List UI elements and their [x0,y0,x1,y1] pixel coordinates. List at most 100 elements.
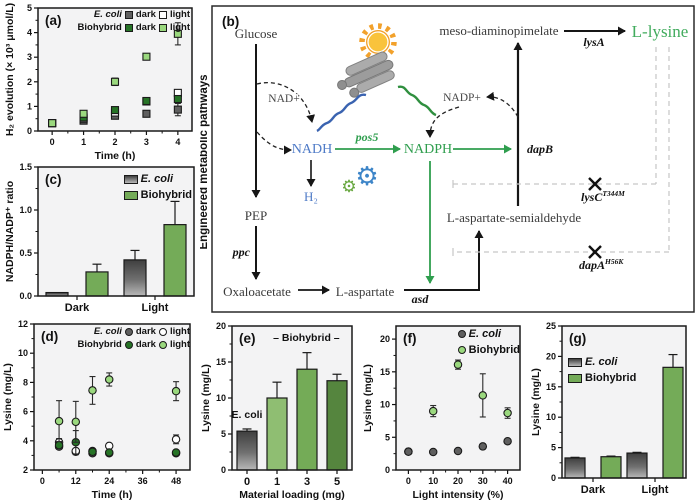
y-tick-label: 3 [27,52,32,62]
y-tick-label: 25 [546,321,556,331]
marker-biohybrid-light [48,119,57,128]
diagram-border [211,5,695,313]
x-mark-dapa [588,245,602,259]
marker-biohybrid-dark [110,106,120,115]
node-l-lysine: L-lysine [632,22,689,41]
plot-border [561,325,687,479]
y-tick-label: 5 [385,432,390,442]
lysc-base: lysC [581,190,603,204]
plot-border [33,323,191,471]
marker-biohybrid-dark [88,447,97,457]
panel-tag: (c) [45,172,62,187]
y-axis-label: Lysine (mg/L) [362,364,374,432]
x-tick-label: 20 [453,476,463,486]
node-nad: NAD+ [268,93,299,105]
nanorod [345,51,388,76]
bar-biohybrid-1 [662,366,684,479]
marker-ecoli-dark [142,109,151,118]
bar-ecoli-1 [626,452,648,479]
panel-tag: (g) [569,331,586,346]
marker-ecoli [453,446,463,456]
lysc-superscript: T344M [602,189,625,198]
marker-ecoli-dark [173,105,182,114]
y-tick-label: 12 [18,320,28,329]
bar-loading-2 [296,368,318,471]
marker-biohybrid [478,391,488,400]
dashed-dapb-to-nadp [486,91,519,118]
x-tick-label: 4 [175,137,180,147]
x-tick-label: 10 [428,476,438,486]
y-tick-label: 20 [546,351,556,361]
x-tick-label: 3 [144,137,149,147]
y-tick-label: 0 [221,465,226,475]
marker-ecoli [428,447,438,457]
x-axis-label: Material loading (mg) [239,489,345,501]
y-tick-label: 20 [380,334,390,344]
y-tick-label: 0.5 [19,248,32,258]
y-tick-label: 0 [385,465,390,475]
gear-icon: ⚙ [341,177,356,196]
x-tick-label: 12 [71,476,81,486]
node-dapb: dapB [527,142,553,156]
y-tick-label: 4 [27,28,32,38]
node-ppc: ppc [232,245,251,259]
y-tick-label: 5 [551,443,556,453]
chart-a: 0 1 2 3 4 5 0 1 2 3 4 (a) Time (h) H₂ evolution (× 10… [4,3,193,162]
panel-tag: (a) [45,13,62,28]
category-label: Dark [65,302,90,314]
bar-biohybrid-0 [600,456,622,479]
y-tick-label: 15 [380,367,390,377]
x-mark-stroke [588,177,602,191]
panel-a-h2-evolution-chart: 0 1 2 3 4 5 0 1 2 3 4 (a) Time (h) H₂ evolution (× 10… [2,2,202,163]
y-tick-label: 0 [27,126,32,136]
dapa-superscript: H56K [604,257,624,266]
node-dapa-mutant: dapAH56K [579,257,624,272]
nanorod-sphere [337,79,348,90]
x-axis-label: Time (h) [92,489,133,501]
y-tick-label: 1.5 [19,163,32,172]
panel-tag: (f) [403,331,417,346]
sun-icon [359,23,397,61]
node-asd: asd [412,292,430,306]
category-label: 1 [274,476,280,488]
y-tick-label: 10 [546,412,556,422]
y-tick-label: 5 [221,429,226,439]
plot-border [395,325,521,471]
plot-border [37,166,195,297]
chart-e: 0 5 10 15 20 0 1 3 5 (e) Material loading (mg) Lysi… [200,321,353,501]
panel-tag: (b) [222,14,239,29]
node-pos5: pos5 [355,130,379,144]
node-oxaloacetate: Oxaloacetate [223,284,291,299]
panel-e-lysine-loading-chart: 0 5 10 15 20 0 1 3 5 (e) Material loading (mg) Lysi… [198,320,360,502]
nanorod-sphere [349,87,360,98]
category-label: 0 [244,476,250,488]
node-pep: PEP [245,208,267,223]
node-l-aspartate: L-aspartate [336,284,395,299]
marker-ecoli [503,436,512,446]
marker-ecoli-light [171,435,181,444]
y-tick-label: 10 [216,393,226,403]
green-wavy-line [397,85,437,117]
dashed-nad-to-nadh [256,82,316,123]
x-tick-label: 2 [112,137,117,147]
x-tick-label: 0 [50,137,55,147]
y-tick-label: 6 [23,407,28,417]
blue-wavy-line [316,93,367,133]
node-l-aspartate-semialdehyde: L-aspartate-semialdehyde [447,210,581,225]
category-label: 5 [334,476,340,488]
arrow-aspartate-semialdehyde [404,230,484,291]
marker-biohybrid-light [79,109,88,118]
category-label: Dark [581,484,606,496]
y-axis-label: H₂ evolution (× 10³ μmol/L) [4,3,16,136]
marker-biohybrid-light [54,416,64,426]
panel-tag: (d) [41,329,58,344]
bar-ecoli-1 [123,259,147,297]
chart-f: 0 5 10 15 20 0 10 20 30 40 (f) Light intensity (%) L… [362,325,521,501]
y-tick-label: 2 [23,465,28,475]
y-tick-label: 10 [380,400,390,410]
y-tick-label: 15 [546,382,556,392]
marker-biohybrid-light [110,77,120,86]
y-axis-label: Lysine (mg/L) [530,368,542,436]
